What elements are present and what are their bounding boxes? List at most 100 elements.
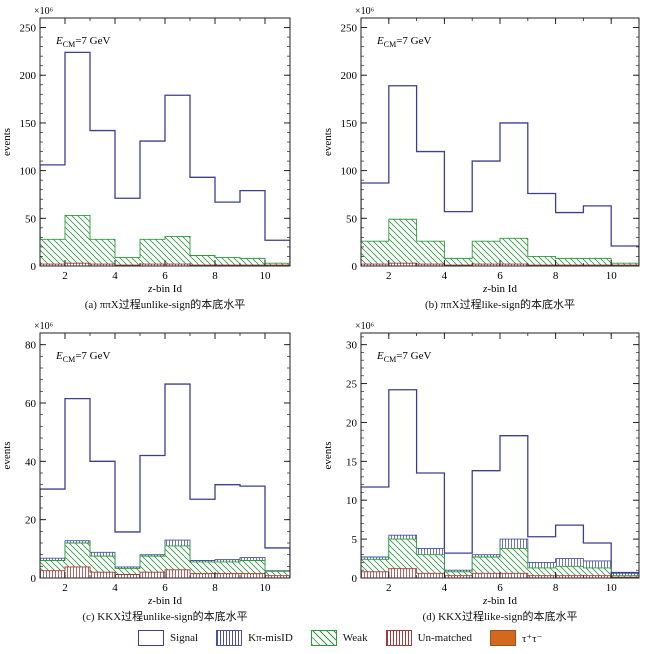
caption-d: (d) KKX过程like-sign的本底水平: [422, 611, 578, 623]
y-tick-label: 150: [20, 118, 37, 130]
bin-signal-8: [215, 202, 240, 266]
series-weak: [361, 538, 639, 578]
bin-signal-10: [265, 240, 290, 266]
x-tick-label: 6: [497, 582, 503, 594]
y-tick-label: 100: [20, 166, 37, 178]
y-axis-label: events: [1, 441, 13, 469]
x-tick-label: 2: [62, 582, 68, 594]
scale-label: ×10⁶: [34, 6, 54, 17]
x-tick-label: 8: [212, 582, 218, 594]
y-tick-label: 15: [346, 456, 358, 468]
legend-tau-label: τ⁺τ⁻: [521, 632, 543, 645]
panel-d: 2 4 6 8 10 0 5 10 15 20 25 30 ×10⁶ ECM=7 GeV z-bin Id e…: [322, 321, 640, 607]
y-tick-label: 0: [31, 261, 37, 273]
plot-area: [361, 85, 639, 266]
x-tick-label: 8: [212, 270, 218, 282]
annotation: ECM=7 GeV: [55, 350, 110, 364]
legend-weak: Weak: [310, 630, 368, 646]
y-tick-label: 0: [31, 573, 37, 585]
y-axis-label: events: [1, 128, 13, 156]
series-weak: [40, 542, 290, 578]
legend-signal: Signal: [138, 630, 198, 646]
y-tick-label: 200: [341, 70, 358, 82]
scale-label: ×10⁶: [34, 321, 54, 332]
y-tick-label: 25: [346, 379, 358, 391]
plot-area: [40, 383, 290, 578]
bin-signal-7: [528, 194, 556, 266]
y-tick-label: 30: [346, 340, 358, 352]
x-tick-label: 4: [442, 270, 448, 282]
x-tick-label: 2: [386, 270, 392, 282]
x-tick-label: 8: [553, 270, 559, 282]
y-axis-label: events: [322, 128, 334, 156]
bin-signal-7: [190, 177, 215, 266]
legend-kpi: Kπ-misID: [216, 630, 293, 646]
y-tick-label: 20: [346, 417, 358, 429]
legend-weak-swatch: [310, 630, 337, 646]
x-tick-label: 2: [62, 270, 68, 282]
legend: Signal Kπ-misID Weak Un-matched τ⁺τ⁻: [138, 628, 560, 648]
x-tick-label: 8: [553, 582, 559, 594]
scale-label: ×10⁶: [355, 6, 375, 17]
y-tick-label: 20: [25, 515, 37, 527]
x-axis-label: z-bin Id: [482, 595, 517, 607]
caption-b: (b) ππX过程like-sign的本底水平: [424, 299, 576, 311]
plot-area: [361, 389, 639, 578]
series-signal: [40, 383, 290, 578]
x-tick-label: 10: [260, 582, 272, 594]
x-tick-label: 2: [386, 582, 392, 594]
y-tick-label: 60: [25, 398, 37, 410]
y-tick-label: 250: [20, 23, 37, 35]
annotation: ECM=7 GeV: [376, 350, 431, 364]
legend-signal-label: Signal: [170, 632, 199, 644]
legend-tau-swatch: [489, 630, 516, 646]
series-signal: [361, 85, 639, 266]
y-tick-label: 5: [352, 534, 358, 546]
legend-kpi-swatch: [216, 630, 243, 646]
x-tick-label: 6: [162, 270, 168, 282]
y-tick-label: 250: [341, 23, 358, 35]
plot-area: [40, 51, 290, 266]
x-tick-label: 10: [260, 270, 272, 282]
y-tick-label: 40: [25, 456, 37, 468]
annotation: ECM=7 GeV: [55, 35, 110, 49]
series-signal: [361, 389, 639, 578]
x-tick-label: 10: [606, 582, 618, 594]
bin-signal-4: [444, 212, 472, 266]
y-tick-label: 150: [341, 118, 358, 130]
legend-kpi-label: Kπ-misID: [248, 632, 293, 644]
legend-unmatched: Un-matched: [385, 630, 472, 646]
y-tick-label: 10: [346, 495, 358, 507]
x-tick-label: 6: [162, 582, 168, 594]
y-tick-label: 0: [352, 573, 358, 585]
x-axis-label: z-bin Id: [147, 283, 182, 295]
y-tick-label: 0: [352, 261, 358, 273]
x-tick-label: 10: [606, 270, 618, 282]
x-tick-label: 4: [112, 270, 118, 282]
y-tick-label: 80: [25, 340, 37, 352]
bin-signal-9: [583, 206, 611, 266]
y-tick-label: 200: [20, 70, 37, 82]
y-axis-label: events: [322, 441, 334, 469]
caption-c: (c) KKX过程unlike-sign的本底水平: [82, 611, 248, 623]
panel-c: 2 4 6 8 10 0 20 40 60 80 ×10⁶ ECM=7 GeV z-bin Id even…: [1, 321, 291, 607]
x-axis-label: z-bin Id: [147, 595, 182, 607]
bin-signal-4: [115, 198, 140, 266]
x-axis-label: z-bin Id: [482, 283, 517, 295]
legend-weak-label: Weak: [342, 632, 368, 644]
bin-signal-9: [240, 191, 265, 266]
legend-signal-swatch: [138, 630, 164, 646]
caption-a: (a) ππX过程unlike-sign的本底水平: [84, 299, 246, 311]
x-tick-label: 4: [442, 582, 448, 594]
x-tick-label: 4: [112, 582, 118, 594]
scale-label: ×10⁶: [355, 321, 375, 332]
y-tick-label: 50: [25, 213, 37, 225]
legend-unmatched-swatch: [385, 630, 412, 646]
series-signal: [40, 51, 290, 266]
series-weak: [361, 218, 639, 266]
legend-tau: τ⁺τ⁻: [489, 630, 543, 646]
legend-unmatched-label: Un-matched: [417, 632, 472, 644]
